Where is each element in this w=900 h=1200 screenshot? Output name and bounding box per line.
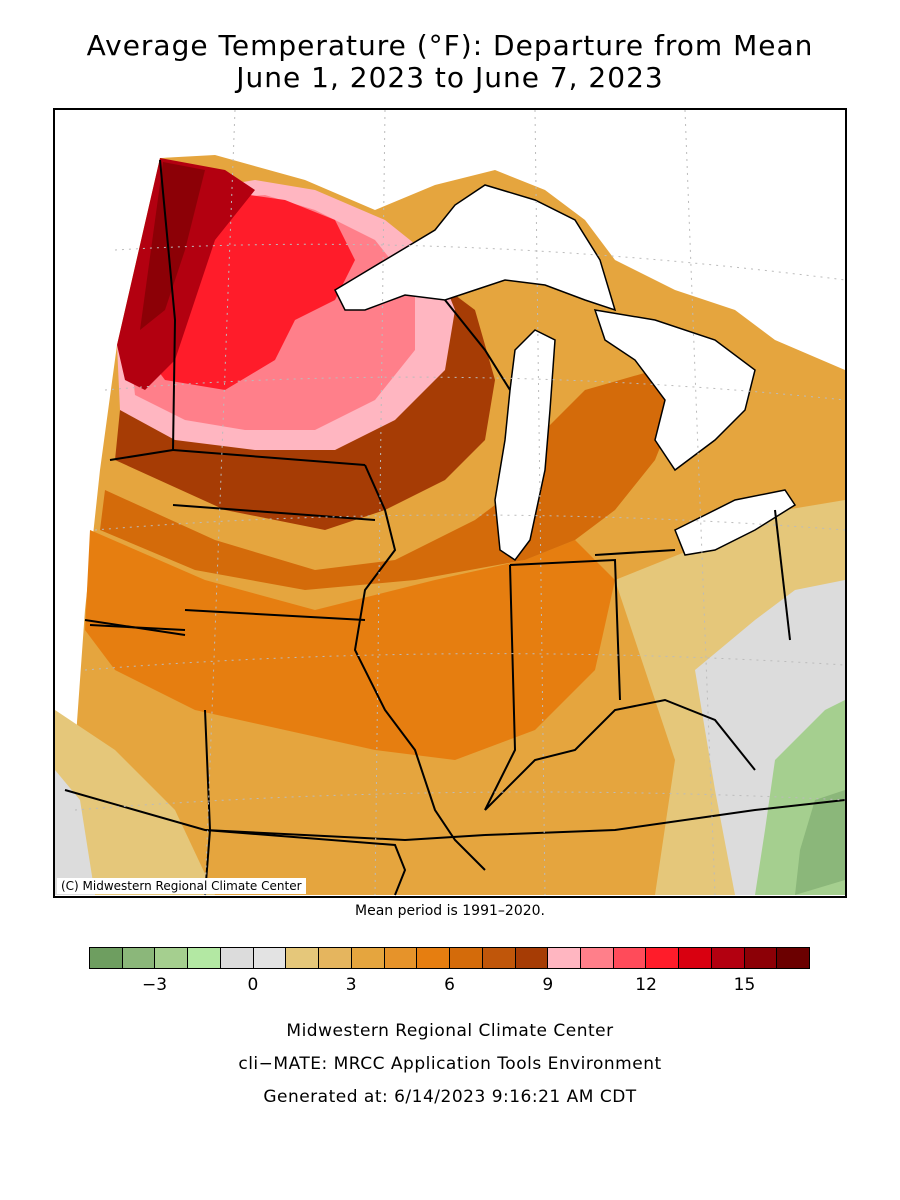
- legend-swatch: [122, 948, 156, 968]
- border-nd-sd: [109, 449, 174, 461]
- zone-peak-north: [140, 162, 205, 330]
- legend-swatch: [90, 948, 123, 968]
- legend-swatch: [319, 948, 352, 968]
- legend-swatch: [155, 948, 189, 968]
- legend-tick-label: 9: [542, 975, 554, 995]
- legend-swatch: [613, 948, 647, 968]
- border-ia-mn: [172, 504, 376, 521]
- zone-neutral-southwest: [55, 770, 95, 895]
- temperature-departure-map: (C) Midwestern Regional Climate Center: [53, 108, 847, 898]
- zone-extreme-north: [117, 158, 255, 390]
- border-ia-mo: [184, 609, 366, 621]
- map-date-range: June 1, 2023 to June 7, 2023: [236, 61, 664, 94]
- border-il-in: [484, 564, 517, 811]
- legend-swatch: [646, 948, 680, 968]
- legend-swatch: [450, 948, 483, 968]
- footer-organization: Midwestern Regional Climate Center: [286, 1021, 614, 1041]
- mean-period-note: Mean period is 1991–2020.: [355, 903, 545, 919]
- footer-tool-name: cli−MATE: MRCC Application Tools Environ…: [238, 1054, 662, 1074]
- map-canvas: [55, 110, 845, 896]
- legend-swatch: [744, 948, 778, 968]
- zone-cooler-east: [795, 790, 845, 895]
- state-borders: [64, 159, 845, 896]
- border-mi-oh: [594, 549, 676, 556]
- legend-swatch: [417, 948, 451, 968]
- border-wi-mi: [444, 299, 511, 391]
- legend-swatch: [351, 948, 385, 968]
- legend-swatch: [711, 948, 745, 968]
- legend-tick-labels: −3 0 3 6 9 12 15: [89, 975, 810, 997]
- lake-michigan: [494, 329, 556, 562]
- legend-tick-label: 3: [345, 975, 357, 995]
- graticule: [74, 110, 845, 896]
- border-in-oh: [509, 558, 621, 701]
- legend-tick-label: 0: [247, 975, 259, 995]
- legend-swatch: [253, 948, 287, 968]
- legend-swatch: [581, 948, 614, 968]
- legend-swatch: [286, 948, 320, 968]
- legend-tick-label: 15: [733, 975, 756, 995]
- legend-tick-label: −3: [142, 975, 168, 995]
- border-mississippi: [353, 464, 486, 871]
- legend-swatch: [548, 948, 582, 968]
- legend-colorbar: [89, 947, 810, 969]
- legend-swatch: [482, 948, 516, 968]
- footer-generated-time: Generated at: 6/14/2023 9:16:21 AM CDT: [263, 1087, 637, 1107]
- legend-swatch: [679, 948, 712, 968]
- legend-tick-label: 6: [444, 975, 455, 995]
- lake-huron: [593, 309, 756, 472]
- border-mn-nd: [159, 159, 177, 451]
- border-ks-ok: [64, 789, 486, 842]
- border-ky-tn: [484, 799, 845, 836]
- zone-warm-central: [85, 530, 615, 760]
- legend-swatch: [777, 948, 810, 968]
- border-ne-ks: [84, 619, 186, 636]
- border-mo-ar: [204, 829, 407, 896]
- copyright-label: (C) Midwestern Regional Climate Center: [57, 878, 306, 894]
- zone-mild-southwest: [55, 710, 215, 895]
- legend-swatch: [515, 948, 549, 968]
- legend-swatch: [220, 948, 254, 968]
- canada-land-white: [160, 110, 845, 370]
- map-title: Average Temperature (°F): Departure from…: [86, 29, 814, 62]
- legend-tick-label: 12: [635, 975, 657, 995]
- border-ohio-river: [484, 698, 756, 811]
- legend-swatch: [188, 948, 221, 968]
- border-oh-pa: [774, 509, 791, 641]
- border-mn-sd: [172, 449, 366, 466]
- lake-superior: [334, 184, 617, 312]
- legend-swatch: [384, 948, 418, 968]
